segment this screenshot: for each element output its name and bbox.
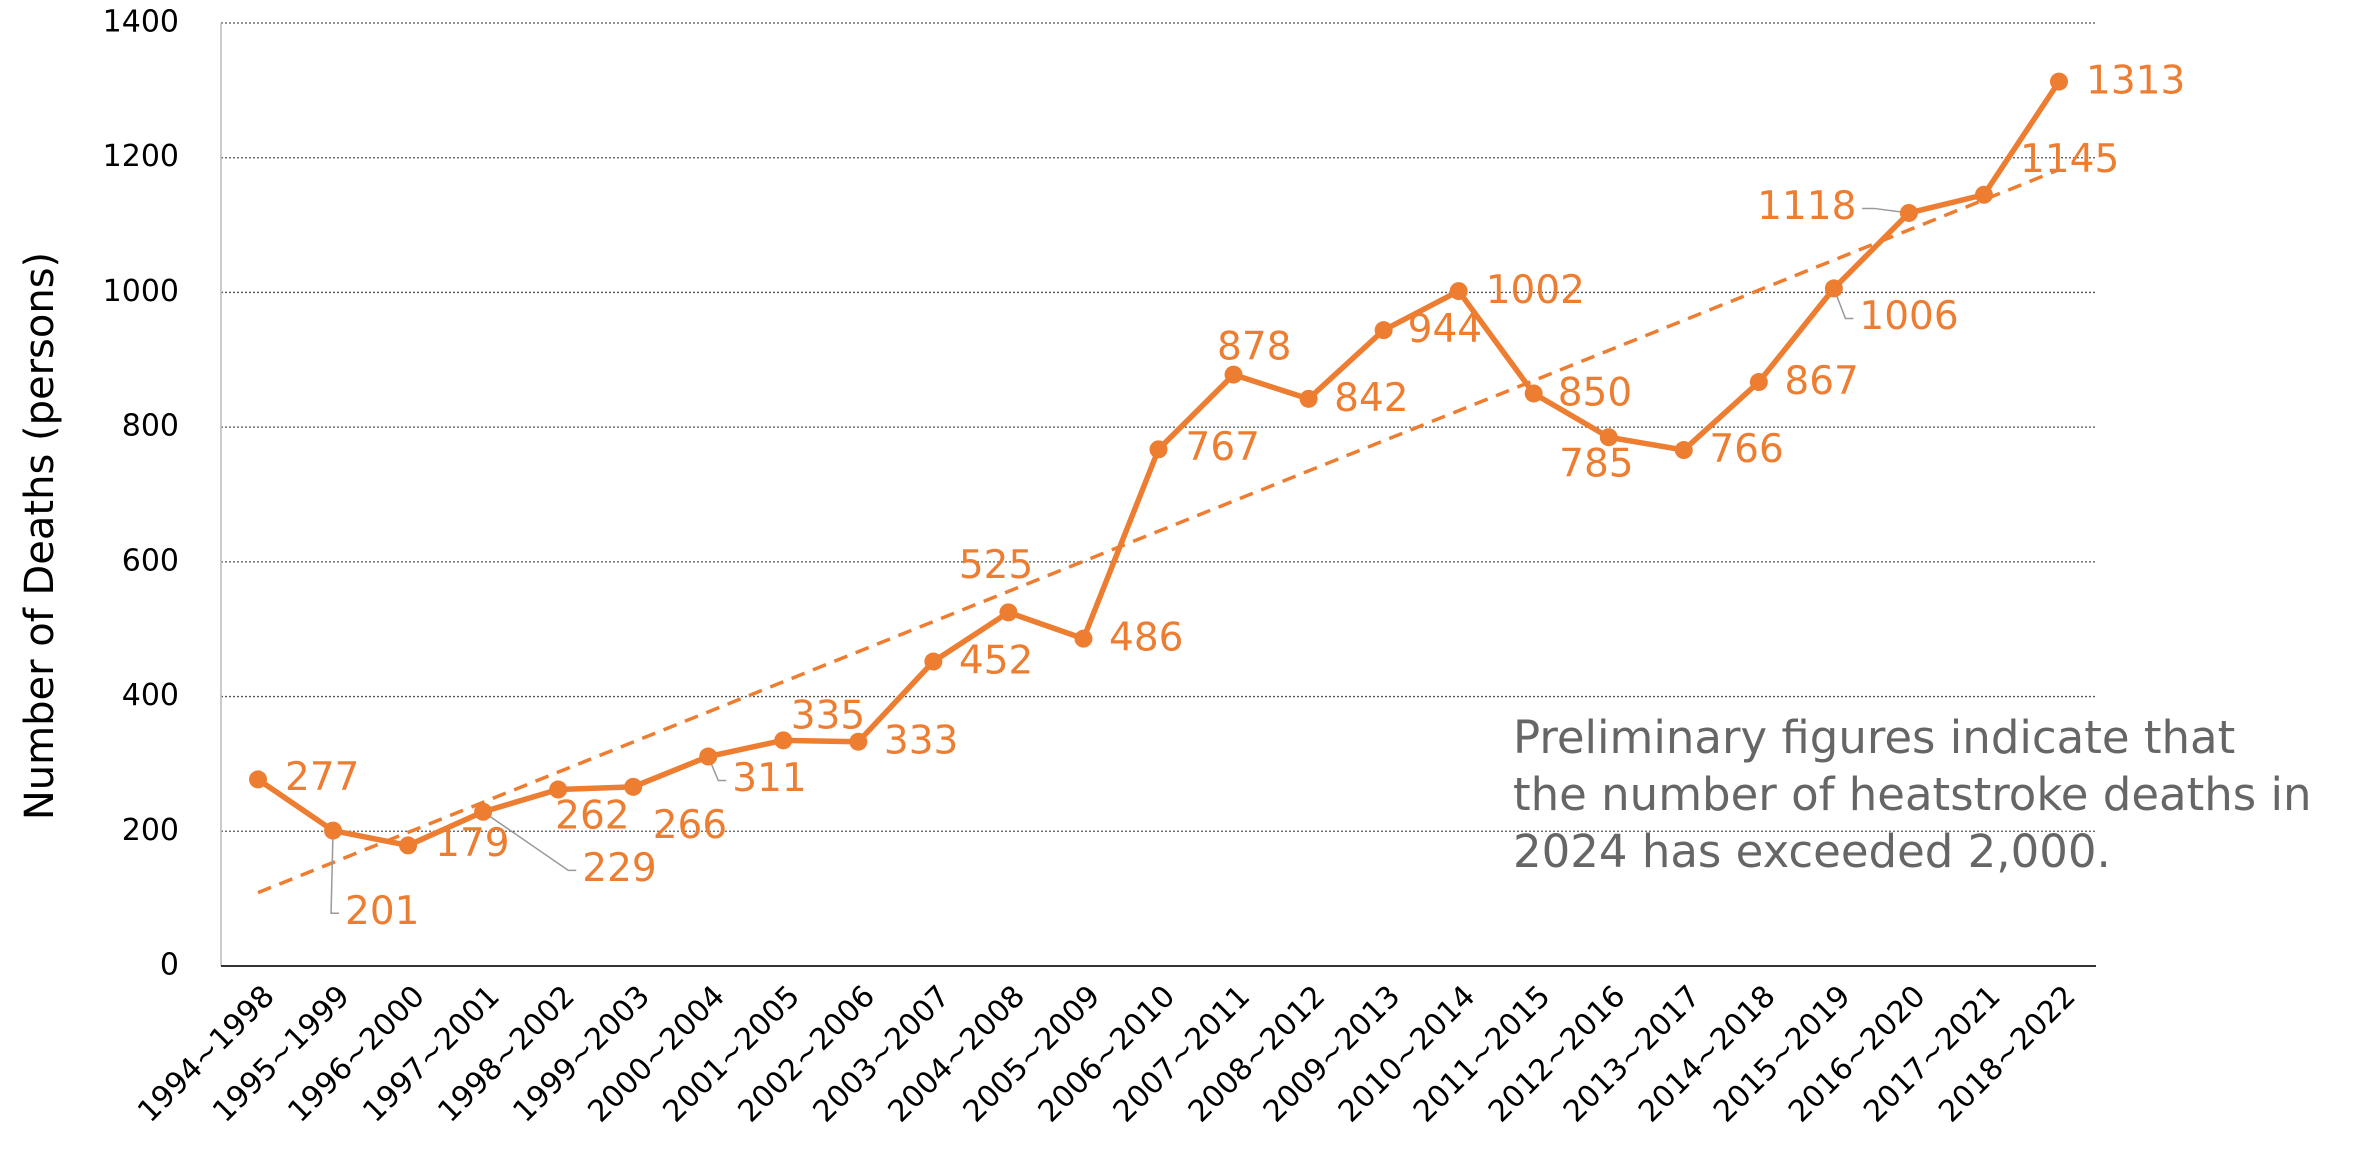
- y-tick-label: 1400: [103, 5, 179, 40]
- y-tick-label: 800: [122, 409, 179, 444]
- data-point: [624, 777, 643, 796]
- data-label: 1006: [1859, 294, 1958, 339]
- data-label: 842: [1334, 376, 1408, 421]
- y-tick-label: 0: [160, 948, 179, 983]
- data-point: [324, 821, 343, 840]
- data-label: 262: [555, 794, 629, 839]
- data-point: [1149, 440, 1168, 459]
- y-tick-label: 200: [122, 813, 179, 848]
- data-point: [1074, 629, 1093, 648]
- y-tick-label: 400: [122, 678, 179, 713]
- leader-line: [1862, 207, 1910, 214]
- data-point: [1524, 384, 1543, 403]
- data-label: 333: [884, 719, 958, 764]
- annotation: 2024 has exceeded 2,000.: [1513, 825, 2111, 878]
- data-label: 785: [1559, 441, 1633, 486]
- leader-line: [330, 830, 340, 915]
- data-label: 179: [435, 821, 509, 866]
- data-point: [1749, 373, 1768, 392]
- data-point: [2050, 72, 2068, 91]
- data-point: [1299, 389, 1318, 408]
- trendline: [257, 168, 2060, 895]
- y-axis-label: Number of Deaths (persons): [17, 252, 63, 820]
- data-label: 850: [1558, 370, 1632, 415]
- data-label: 1002: [1486, 268, 1585, 313]
- data-point: [1824, 279, 1843, 298]
- data-label: 1118: [1757, 184, 1856, 229]
- data-point: [1899, 203, 1918, 222]
- data-point: [999, 603, 1018, 622]
- data-point: [1449, 282, 1468, 301]
- data-label: 525: [959, 543, 1033, 588]
- data-label: 311: [732, 756, 806, 801]
- data-label: 944: [1408, 307, 1482, 352]
- data-point: [849, 732, 868, 751]
- data-point: [474, 802, 493, 821]
- data-label: 1313: [2086, 59, 2185, 104]
- y-tick-label: 600: [122, 543, 179, 578]
- data-point: [1224, 365, 1243, 384]
- data-label: 766: [1709, 427, 1783, 472]
- data-label: 277: [285, 755, 359, 800]
- leader-line: [1833, 288, 1854, 320]
- data-point: [924, 652, 943, 671]
- data-point: [1674, 441, 1693, 460]
- data-label: 229: [582, 846, 656, 891]
- data-label: 266: [653, 803, 727, 848]
- annotation: the number of heatstroke deaths in: [1513, 768, 2312, 821]
- data-label: 201: [345, 889, 419, 934]
- data-label: 1145: [2020, 137, 2119, 182]
- data-point: [549, 780, 568, 799]
- data-point: [1599, 428, 1618, 447]
- data-point: [699, 747, 718, 766]
- annotation: Preliminary figures indicate that: [1513, 711, 2235, 764]
- data-point: [399, 836, 418, 855]
- data-point: [774, 731, 793, 750]
- data-label: 486: [1109, 616, 1183, 661]
- data-point: [1374, 321, 1393, 340]
- data-point: [249, 770, 267, 789]
- leader-line: [482, 811, 577, 872]
- data-label: 878: [1217, 325, 1291, 370]
- y-tick-label: 1000: [103, 274, 179, 309]
- data-label: 335: [791, 693, 865, 738]
- data-label: 867: [1784, 359, 1858, 404]
- data-label: 452: [959, 639, 1033, 684]
- data-point: [1974, 185, 1993, 204]
- y-tick-label: 1200: [103, 139, 179, 174]
- data-label: 767: [1186, 425, 1260, 470]
